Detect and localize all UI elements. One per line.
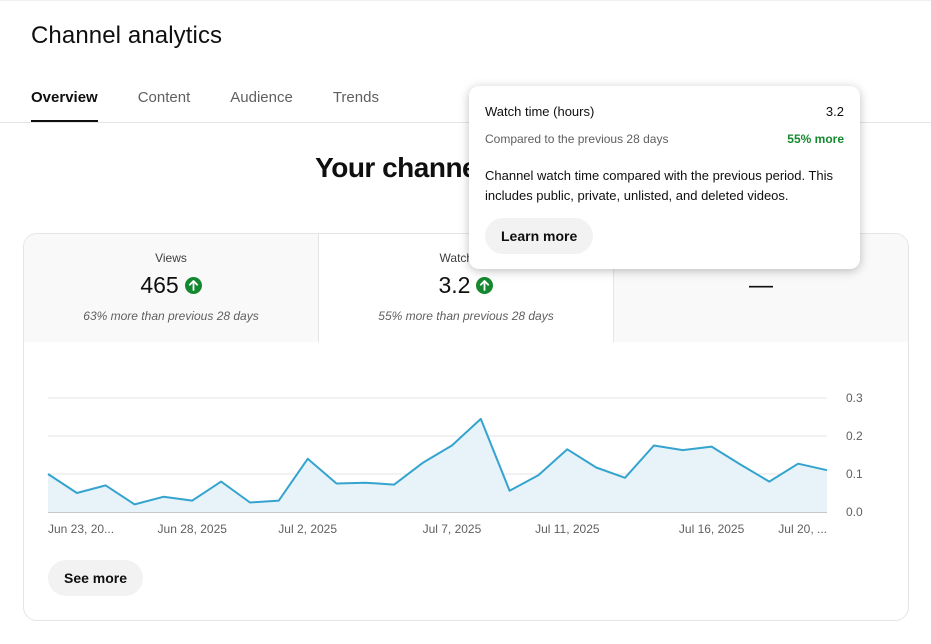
tooltip-compare-value: 55% more xyxy=(787,132,844,146)
metric-watch-time[interactable]: Watch tim 3.2 55% more than previous 28 … xyxy=(318,234,614,342)
tabs-divider xyxy=(0,122,931,123)
metric-tooltip: Watch time (hours) 3.2 Compared to the p… xyxy=(469,86,860,269)
metric-views[interactable]: Views 465 63% more than previous 28 days xyxy=(24,234,318,342)
x-tick-label: Jun 28, 2025 xyxy=(158,522,228,536)
x-tick-label: Jul 20, ... xyxy=(778,522,827,536)
arrow-up-icon xyxy=(476,277,494,294)
metric-label: Views xyxy=(155,251,187,265)
learn-more-button[interactable]: Learn more xyxy=(485,218,594,254)
x-tick-label: Jul 2, 2025 xyxy=(278,522,337,536)
tooltip-value: 3.2 xyxy=(825,104,844,119)
tooltip-header: Watch time (hours) 3.2 xyxy=(485,104,844,119)
metric-value: — xyxy=(749,272,773,299)
y-tick-label: 0.3 xyxy=(846,391,863,405)
tooltip-compare-label: Compared to the previous 28 days xyxy=(485,132,669,146)
metric-value-row: 465 xyxy=(24,272,318,299)
page-title: Channel analytics xyxy=(31,22,223,49)
y-tick-label: 0.0 xyxy=(846,505,863,519)
metric-value: 3.2 xyxy=(438,272,471,298)
metric-value-row: — xyxy=(614,272,908,300)
tooltip-title: Watch time (hours) xyxy=(485,104,595,119)
arrow-up-icon xyxy=(184,277,202,294)
x-tick-label: Jun 23, 20... xyxy=(48,522,114,536)
metric-comparison: 63% more than previous 28 days xyxy=(83,309,259,323)
tooltip-comparison: Compared to the previous 28 days 55% mor… xyxy=(485,132,844,146)
watch-time-chart: 0.0 0.1 0.2 0.3 Jun 23, 20... Jun 28, 2025 Jul… xyxy=(47,391,863,536)
y-tick-label: 0.2 xyxy=(846,429,863,443)
metric-value-row: 3.2 xyxy=(319,272,613,299)
see-more-button[interactable]: See more xyxy=(48,560,144,596)
area-fill xyxy=(48,418,827,512)
x-tick-label: Jul 11, 2025 xyxy=(535,522,600,536)
tab-audience[interactable]: Audience xyxy=(230,89,293,106)
analytics-card: Views 465 63% more than previous 28 days… xyxy=(23,233,909,621)
series-line xyxy=(47,417,828,506)
tab-content[interactable]: Content xyxy=(137,89,191,106)
y-tick-label: 0.1 xyxy=(846,467,863,481)
tooltip-description: Channel watch time compared with the pre… xyxy=(485,168,834,203)
tab-overview[interactable]: Overview xyxy=(31,74,98,122)
tab-bar: Overview Content Audience Trends xyxy=(31,74,419,122)
tab-trends[interactable]: Trends xyxy=(332,89,379,106)
metric-comparison: 55% more than previous 28 days xyxy=(378,309,554,323)
x-tick-label: Jul 7, 2025 xyxy=(423,522,482,536)
x-tick-label: Jul 16, 2025 xyxy=(679,522,745,536)
metric-value: 465 xyxy=(140,272,179,298)
top-divider xyxy=(0,0,931,1)
